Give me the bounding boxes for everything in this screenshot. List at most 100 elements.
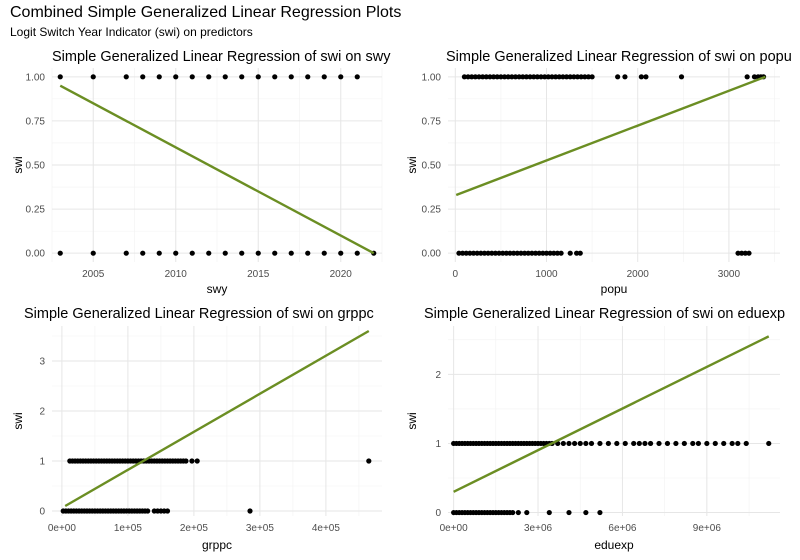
data-point [239, 250, 245, 256]
data-point [57, 74, 63, 80]
data-point [582, 74, 588, 80]
data-point [57, 250, 63, 256]
x-tick-label: 0 [453, 269, 459, 280]
data-point [156, 74, 162, 80]
data-point [507, 250, 513, 256]
data-point [476, 74, 482, 80]
data-point [583, 509, 589, 516]
data-point [338, 250, 344, 256]
data-point [690, 440, 696, 447]
data-point [194, 458, 200, 464]
data-point [631, 440, 637, 447]
data-point [511, 250, 517, 256]
data-point [540, 250, 546, 256]
data-point [247, 508, 253, 514]
data-point [90, 74, 96, 80]
y-tick-label: 1 [39, 457, 45, 468]
y-axis-label: swi [405, 156, 419, 173]
data-point [494, 74, 500, 80]
data-point [578, 74, 584, 80]
y-tick-label: 1 [435, 439, 441, 450]
data-point [704, 440, 710, 447]
y-tick-label: 0.00 [26, 249, 46, 260]
y-tick-label: 0.25 [422, 205, 442, 216]
data-point [366, 458, 372, 464]
x-tick-label: 1e+05 [114, 523, 143, 534]
data-point [481, 250, 488, 256]
y-tick-label: 0 [39, 507, 45, 518]
data-point [515, 509, 521, 516]
chart-panel-1: 2005 2010 2015 2020 0.00 0.25 0.50 0.75 1.00 Simp… [11, 49, 391, 296]
data-point [255, 250, 261, 256]
data-point [222, 74, 228, 80]
chart-panel-2: 0 1000 2000 3000 0.00 0.25 0.50 0.75 1.00 Simple … [405, 49, 792, 296]
data-point [485, 250, 491, 256]
y-axis-label: swi [11, 412, 25, 429]
data-point [529, 250, 535, 256]
data-point [746, 250, 752, 256]
x-tick-label: 1000 [535, 269, 558, 280]
x-tick-label: 2005 [82, 269, 105, 280]
data-point [480, 74, 486, 80]
data-point [597, 509, 603, 516]
y-tick-label: 0.25 [26, 205, 46, 216]
data-point [467, 250, 473, 256]
data-point [491, 74, 497, 80]
data-point [589, 74, 595, 80]
data-point [206, 250, 212, 256]
data-point [551, 250, 557, 256]
data-point [90, 250, 96, 256]
data-point [574, 250, 580, 256]
data-point [288, 250, 294, 256]
data-point [547, 250, 553, 256]
data-point [503, 250, 509, 256]
x-tick-label: 2e+05 [180, 523, 209, 534]
fit-line [453, 335, 770, 493]
data-point [505, 74, 511, 80]
data-point [744, 74, 750, 80]
data-point [560, 440, 566, 447]
data-point [545, 74, 551, 80]
data-point [500, 250, 506, 256]
data-point [574, 74, 581, 80]
data-point [572, 440, 578, 447]
x-axis-label: popu [601, 282, 628, 296]
data-point [556, 74, 562, 80]
fit-line [64, 329, 370, 508]
data-point [636, 440, 642, 447]
data-point [622, 440, 628, 447]
data-point [583, 440, 589, 447]
y-tick-label: 0.00 [422, 249, 442, 260]
chart-panel-4: 0e+00 3e+06 6e+06 9e+06 0 1 2 Simple Generalize… [405, 306, 785, 552]
data-point [681, 440, 687, 447]
data-point [743, 440, 749, 447]
data-point [527, 74, 533, 80]
data-point [288, 74, 294, 80]
y-tick-label: 0.50 [422, 161, 442, 172]
data-point [554, 250, 561, 256]
data-point [509, 74, 515, 80]
data-point [272, 74, 278, 80]
data-point [549, 74, 555, 80]
data-point [647, 440, 654, 447]
y-axis-label: swi [11, 156, 25, 173]
data-point [140, 250, 146, 256]
data-point [542, 74, 548, 80]
data-point [305, 250, 311, 256]
data-point [739, 250, 745, 256]
data-point [751, 74, 758, 80]
data-point [643, 74, 649, 80]
x-tick-label: 6e+06 [608, 523, 637, 534]
data-point [614, 440, 620, 447]
data-point [272, 250, 278, 256]
data-point [538, 74, 544, 80]
data-point [189, 250, 195, 256]
data-point [721, 440, 727, 447]
data-point [673, 440, 679, 447]
data-point [566, 440, 572, 447]
data-point [465, 74, 471, 80]
data-point [588, 440, 595, 447]
data-point [638, 74, 644, 80]
data-point [463, 250, 469, 256]
